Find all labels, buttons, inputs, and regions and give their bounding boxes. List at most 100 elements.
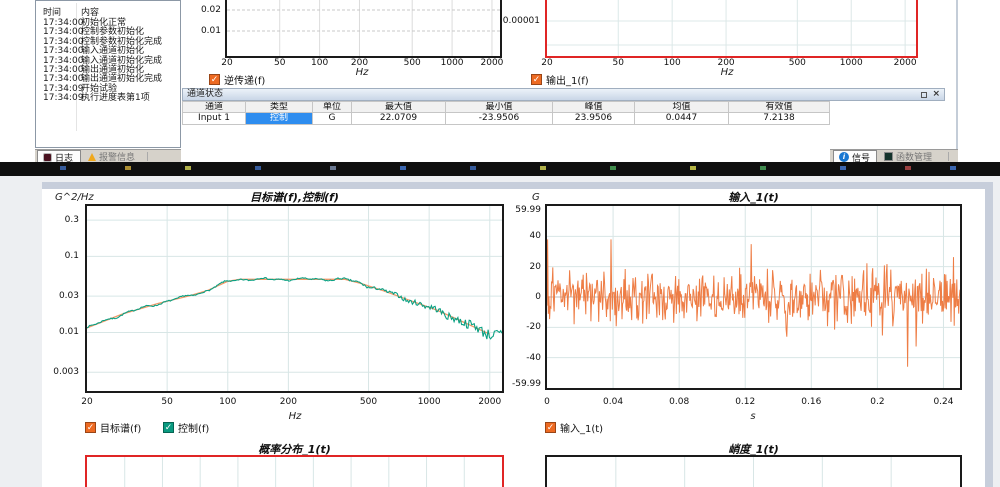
band-speck (125, 166, 131, 170)
info-icon: i (839, 152, 849, 162)
legend-item-0[interactable]: ✓ 输出_1(f) (531, 72, 589, 87)
log-message: 开始试验 (81, 83, 118, 94)
band-speck (760, 166, 766, 170)
channel-col-header: 最小值 (446, 101, 553, 113)
channel-col-header: 均值 (635, 101, 729, 113)
log-column-divider (76, 3, 77, 131)
band-speck (255, 166, 261, 170)
bottom-right-tab-strip: i 信号 函数管理 (830, 149, 958, 164)
log-message: 控制参数初始化 (81, 27, 145, 38)
y-tick: 0.01 (58, 327, 79, 338)
tab-right-0[interactable]: i 信号 (833, 150, 877, 164)
log-row: 17:34:00 输入通道初始化 (36, 46, 180, 56)
log-column-time: 时间 (43, 8, 62, 18)
psd-plot[interactable] (85, 204, 504, 393)
kurtosis-plot[interactable] (545, 455, 962, 487)
y-tick: 0.00001 (502, 16, 540, 26)
legend-label: 目标谱(f) (100, 424, 142, 435)
tab-right-1[interactable]: 函数管理 (879, 150, 945, 163)
legend-label: 输出_1(f) (546, 76, 589, 87)
tab-right-label: 函数管理 (896, 153, 933, 163)
log-time: 17:34:00 (43, 74, 84, 85)
channel-cell: G (313, 113, 352, 125)
x-tick: 1000 (417, 397, 441, 407)
legend-item-0[interactable]: ✓ 输入_1(t) (545, 420, 603, 435)
y-tick: 20 (529, 261, 541, 272)
x-tick: 0.04 (603, 397, 624, 407)
x-tick: 200 (279, 397, 297, 407)
probability-plot-svg (85, 455, 504, 487)
tab-divider (147, 152, 148, 161)
log-time: 17:34:09 (43, 93, 84, 104)
log-row: 17:34:00 输出通道初始化 (36, 65, 180, 75)
legend-checkbox[interactable]: ✓ (531, 74, 542, 85)
psd-x-unit: Hz (288, 411, 302, 422)
kurtosis-chart-title: 峭度_1(t) (728, 443, 779, 456)
channel-status-titlebar: 通道状态 × (182, 88, 945, 101)
psd-chart-title: 目标谱(f),控制(f) (250, 191, 339, 204)
x-tick: 0.08 (669, 397, 690, 407)
tab-log-0[interactable]: 日志 (37, 150, 81, 164)
band-speck (610, 166, 616, 170)
output-spectrum-plot[interactable] (545, 0, 918, 58)
legend-checkbox[interactable]: ✓ (545, 422, 556, 433)
y-tick: 0.003 (53, 367, 79, 378)
y-tick: 0.3 (64, 215, 79, 226)
time-chart-title: 输入_1(t) (728, 191, 779, 204)
x-tick: 0 (544, 397, 550, 407)
x-tick: 20 (221, 58, 233, 68)
channel-cell: 23.9506 (553, 113, 635, 125)
channel-cell: 0.0447 (635, 113, 729, 125)
log-row: 17:34:00 初始化正常 (36, 18, 180, 28)
legend-item-0[interactable]: ✓ 逆传递(f) (209, 72, 265, 87)
y-tick: -20 (526, 322, 541, 333)
legend-label: 控制(f) (178, 424, 210, 435)
legend-checkbox[interactable]: ✓ (163, 422, 174, 433)
input-time-plot-svg (545, 204, 962, 390)
log-column-content: 内容 (81, 8, 100, 18)
log-time: 17:34:00 (43, 18, 84, 28)
panel-window-buttons: × (921, 90, 940, 99)
y-tick: 0.03 (58, 291, 79, 302)
tab-log-label: 日志 (55, 153, 74, 164)
log-row: 17:34:00 输入通道初始化完成 (36, 56, 180, 66)
inverse-transfer-plot-svg (225, 0, 502, 58)
log-time: 17:34:00 (43, 36, 84, 47)
band-speck (905, 166, 911, 170)
legend-item-0[interactable]: ✓ 目标谱(f) (85, 420, 141, 435)
psd-plot-svg (85, 204, 504, 393)
y-tick: 59.99 (515, 205, 541, 215)
x-tick: 50 (612, 58, 624, 68)
close-icon[interactable]: × (932, 89, 940, 99)
psd-y-unit: G^2/Hz (55, 192, 94, 203)
probability-plot[interactable] (85, 455, 504, 487)
legend-label: 输入_1(t) (560, 424, 604, 435)
x-tick: 2000 (478, 397, 502, 407)
tab-log-1[interactable]: 报警信息 (83, 150, 145, 163)
y-tick: 0.1 (64, 251, 79, 262)
log-time: 17:34:09 (43, 83, 84, 94)
legend-label: 逆传递(f) (224, 76, 266, 87)
channel-cell: 22.0709 (352, 113, 446, 125)
x-tick: 1000 (440, 58, 464, 68)
log-time: 17:34:00 (43, 55, 84, 66)
input-time-plot[interactable] (545, 204, 962, 390)
x-tick: 100 (219, 397, 237, 407)
channel-col-header: 有效值 (729, 101, 830, 113)
channel-cell: 7.2138 (729, 113, 830, 125)
x-tick: 200 (717, 58, 735, 68)
legend-checkbox[interactable]: ✓ (85, 422, 96, 433)
y-tick: 40 (529, 231, 541, 242)
legend-checkbox[interactable]: ✓ (209, 74, 220, 85)
band-speck (400, 166, 406, 170)
pin-icon[interactable] (921, 91, 928, 98)
tab-divider (948, 152, 949, 161)
vertical-splitter[interactable] (956, 0, 958, 149)
x-tick: 1000 (839, 58, 863, 68)
channel-status-title: 通道状态 (187, 89, 224, 99)
x-tick: 500 (403, 58, 421, 68)
probability-chart-title: 概率分布_1(t) (258, 443, 331, 456)
legend-item-1[interactable]: ✓ 控制(f) (163, 420, 209, 435)
log-message: 输出通道初始化 (81, 65, 145, 75)
inverse-transfer-plot[interactable] (225, 0, 502, 58)
